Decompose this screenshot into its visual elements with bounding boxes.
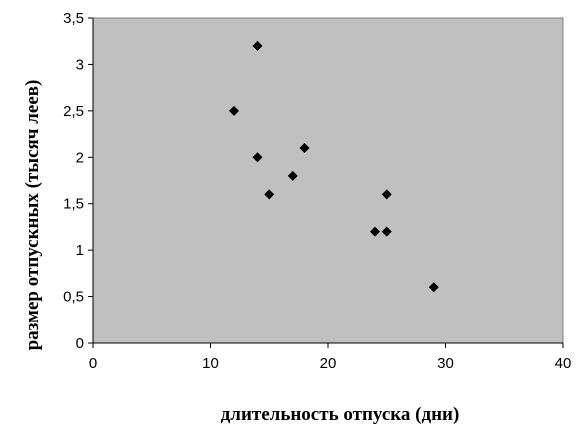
x-tick-label: 0 — [89, 355, 97, 372]
y-tick-label: 2 — [76, 149, 84, 166]
y-tick-label: 0 — [76, 335, 84, 352]
y-tick-label: 1 — [76, 242, 84, 259]
data-point — [428, 282, 439, 293]
y-tick-label: 2,5 — [63, 103, 84, 120]
plot-area — [92, 17, 564, 344]
data-point — [229, 105, 239, 116]
data-points — [229, 40, 439, 293]
y-tick-label: 1,5 — [63, 196, 84, 213]
y-tick-label: 0,5 — [63, 289, 84, 306]
data-point — [381, 189, 392, 200]
x-tick-label: 40 — [555, 355, 572, 372]
x-axis-ticks: 0 10 20 30 40 — [89, 343, 572, 372]
data-point — [264, 189, 275, 200]
x-tick-label: 30 — [437, 355, 454, 372]
data-point — [252, 40, 263, 51]
x-axis-title: длительность отпуска (дни) — [221, 404, 460, 425]
data-point — [287, 170, 298, 181]
x-tick-label: 20 — [320, 355, 337, 372]
y-axis-title: размер отпускных (тысяч леев) — [22, 80, 43, 351]
data-point — [370, 226, 380, 237]
y-tick-label: 3 — [76, 56, 84, 73]
y-axis-ticks: 0 0,5 1 1,5 2 2,5 3 3,5 — [63, 10, 93, 352]
data-point — [252, 152, 263, 163]
data-point — [381, 226, 392, 237]
data-point — [299, 143, 310, 153]
y-tick-label: 3,5 — [63, 10, 84, 27]
x-tick-label: 10 — [202, 355, 219, 372]
